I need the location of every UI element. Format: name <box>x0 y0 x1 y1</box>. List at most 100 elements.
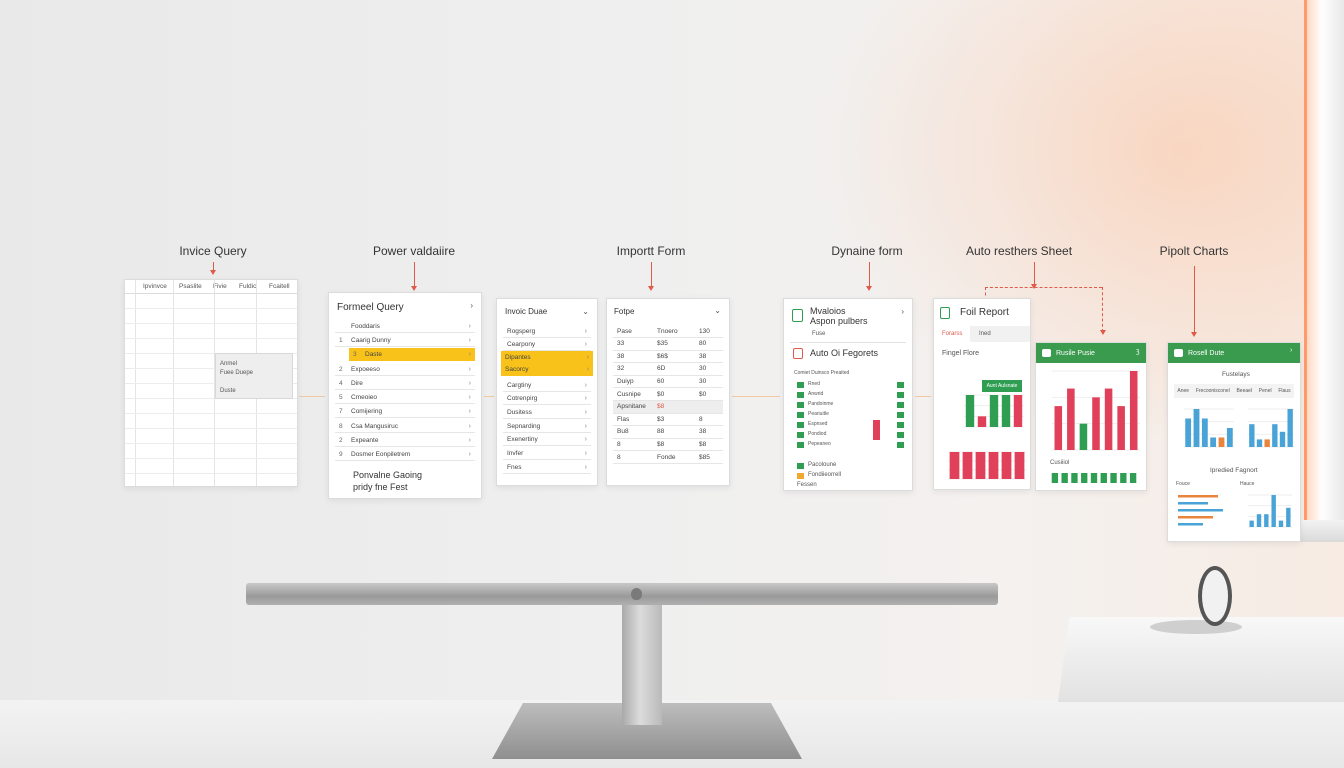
pivot-bar-chart-left <box>1184 408 1234 448</box>
table-row[interactable]: Apsnitane $8 <box>613 400 723 414</box>
list-item[interactable]: Cotrenpirg › <box>503 392 591 405</box>
menu-icon[interactable]: › <box>1290 347 1293 354</box>
list-item[interactable]: Dusitess › <box>503 406 591 419</box>
table-row[interactable]: Pase Tnoero 130 <box>613 325 723 338</box>
status-swatch <box>797 412 804 418</box>
table-cell: $0 <box>699 390 707 398</box>
table-row[interactable]: Bu8 88 38 <box>613 426 723 439</box>
table-cell: Fonde <box>657 453 676 461</box>
stage-label-auto-sheet: Auto resthers Sheet <box>965 244 1073 258</box>
chevron-down-icon[interactable]: ⌄ <box>714 306 721 315</box>
report-panel[interactable]: Foil Report Forarss Ined Fingel Flore Au… <box>933 298 1031 490</box>
chart-label: Fouce <box>1176 481 1190 487</box>
list-item[interactable]: Invfer › <box>503 447 591 460</box>
tab-ined[interactable]: Ined <box>979 331 991 337</box>
footer-text: pridy fne Fest <box>353 482 408 492</box>
column-header[interactable]: Fivie <box>213 283 227 290</box>
chart-bar <box>1286 507 1291 527</box>
pivot-bar-chart-bottom <box>1248 494 1292 528</box>
list-item[interactable]: Exenertiny › <box>503 433 591 446</box>
table-header: Comiet Duinsco Preaited <box>794 370 850 376</box>
chart-bar <box>989 395 999 427</box>
lamp-base <box>1150 620 1242 634</box>
invoice-panel[interactable]: Invoic Duae ⌄ Rogsperg › Cearpony › Dipant… <box>496 298 598 486</box>
list-item-selected[interactable]: 3 Daste › <box>349 348 475 361</box>
table-row[interactable]: 33 $35 80 <box>613 338 723 351</box>
status-swatch <box>897 412 904 418</box>
list-item[interactable]: 1 Caarig Dunny › <box>335 334 475 347</box>
pivot-col: Penel <box>1258 388 1272 394</box>
chart-bar <box>965 395 975 427</box>
footer-text: Ponvalne Gaoing <box>353 470 423 480</box>
column-header[interactable]: Ipvinvce <box>143 283 167 290</box>
status-swatch <box>897 382 904 388</box>
table-row[interactable]: 8 Fonde $85 <box>613 451 723 464</box>
table-row[interactable]: Duiyp 60 30 <box>613 375 723 389</box>
flow-arrow-icon <box>732 396 780 397</box>
query-panel[interactable]: Formeel Query › Fooddaris › 1 Caarig Dunny… <box>328 292 482 499</box>
chevron-right-icon[interactable]: › <box>470 301 473 310</box>
list-item[interactable]: Sepnarding › <box>503 420 591 433</box>
pivot-panel[interactable]: Rosell Dute › Fustelays Anee Frecoonisco… <box>1167 342 1301 542</box>
table-row-label: Pandoinme <box>808 401 834 407</box>
dynamic-form-panel[interactable]: Mvaloios Aspon pulbers › Fuse Auto Oi Fe… <box>783 298 913 491</box>
status-swatch <box>797 432 804 438</box>
list-item[interactable]: 8 Csa Mangusiruc › <box>335 420 475 433</box>
table-row[interactable]: 8 $8 $8 <box>613 438 723 452</box>
flow-arrow-icon <box>484 396 494 397</box>
table-cell: $8 <box>657 440 665 448</box>
list-item[interactable]: Fnes › <box>503 461 591 474</box>
list-item[interactable]: Fooddaris › <box>335 320 475 333</box>
table-cell: 80 <box>699 340 707 348</box>
status-swatch <box>797 402 804 408</box>
chart-bar <box>1218 437 1225 447</box>
arrow-down-icon <box>1100 287 1106 335</box>
chart-bar <box>1178 516 1213 519</box>
list-item[interactable]: 9 Dosmer Eonpiletrem › <box>335 448 475 461</box>
sheet-icon <box>1042 349 1051 357</box>
table-cell: 60 <box>657 377 665 385</box>
table-cell: 32 <box>617 365 625 373</box>
column-header[interactable]: Fuldic <box>239 283 257 290</box>
chart-bar <box>1178 495 1218 498</box>
table-cell: $85 <box>699 453 710 461</box>
chevron-right-icon[interactable]: › <box>901 307 904 316</box>
chevron-down-icon[interactable]: ⌄ <box>582 307 589 316</box>
list-item[interactable]: 5 Cmeoieo › <box>335 391 475 404</box>
popup-line: Fuee Duepe <box>220 370 254 376</box>
table-row[interactable]: 32 6D 30 <box>613 363 723 376</box>
chart-bar <box>1129 473 1137 483</box>
chart-bar <box>1013 395 1023 427</box>
list-item[interactable]: 2 Expoeeso › <box>335 363 475 376</box>
table-cell: Apsnitane <box>617 403 646 411</box>
table-row[interactable]: 38 $6$ 38 <box>613 350 723 364</box>
chart-bar <box>1201 418 1208 447</box>
table-row[interactable]: Flas $3 8 <box>613 413 723 427</box>
list-item[interactable]: Cargtiny › <box>503 379 591 392</box>
panel-title: Formeel Query <box>337 302 404 313</box>
import-panel[interactable]: Fotpe ⌄ Pase Tnoero 130 33 $35 80 38 $6$ 38 32 6D 3… <box>606 298 730 486</box>
column-header[interactable]: Psaslite <box>179 283 202 290</box>
settings-icon[interactable]: ꝫ <box>1136 348 1140 355</box>
stage-label-import-form: Importt Form <box>616 244 686 258</box>
tab-forarss[interactable]: Forarss <box>942 331 963 337</box>
table-cell: Cusnipe <box>617 390 641 398</box>
list-item[interactable]: 2 Expeante › <box>335 434 475 447</box>
list-item[interactable]: Cearpony › <box>503 338 591 351</box>
chart-bar <box>1051 473 1059 483</box>
table-row[interactable]: Cusnipe $0 $0 <box>613 388 723 401</box>
column-header[interactable]: Fcaitell <box>269 283 290 290</box>
auto-sheet-panel[interactable]: Rusile Pusie ꝫ Cusiiiol <box>1035 342 1147 491</box>
section-title: Fingel Flore <box>942 350 979 357</box>
spreadsheet-panel[interactable]: Ipvinvce Psaslite Fivie Fuldic Fcaitell … <box>124 279 298 487</box>
table-cell: 38 <box>699 352 707 360</box>
list-item[interactable]: Rogsperg › <box>503 325 591 338</box>
list-item[interactable]: 4 Dire › <box>335 377 475 390</box>
status-marker <box>873 420 880 440</box>
table-row-label: Pepeaneo <box>808 441 831 447</box>
list-item-selected[interactable]: Sacorcy › <box>501 363 593 376</box>
list-item[interactable]: 7 Comijering › <box>335 405 475 418</box>
pivot-hbar-chart <box>1178 495 1223 526</box>
panel-header: Rosell Dute <box>1168 343 1300 363</box>
table-row-label: Rned <box>808 381 820 387</box>
